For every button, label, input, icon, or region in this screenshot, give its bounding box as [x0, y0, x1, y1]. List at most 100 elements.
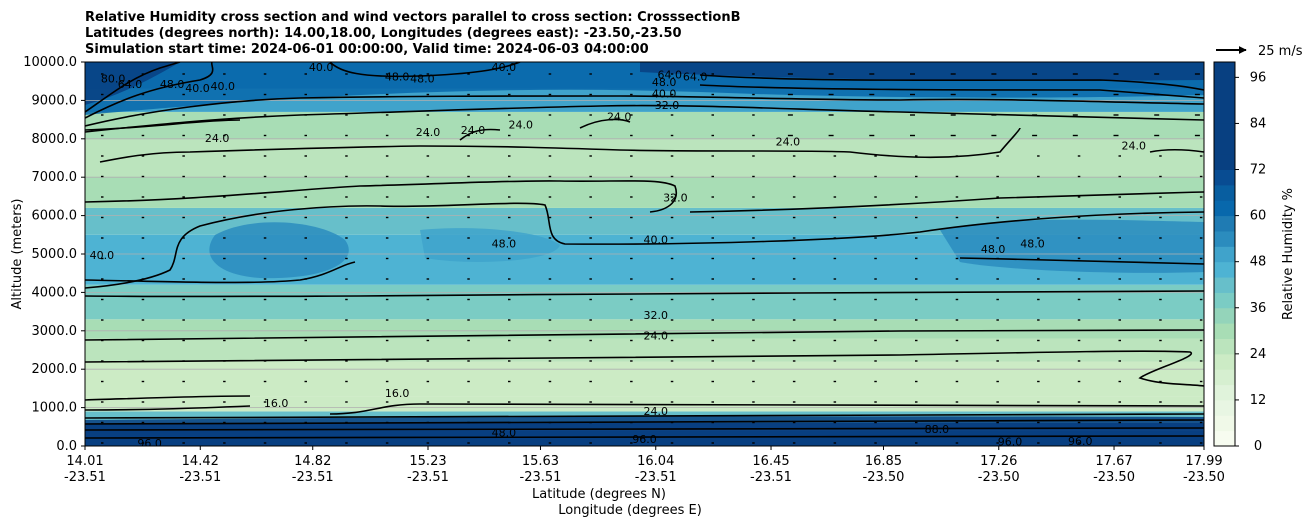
- contour-line-3: [85, 202, 1204, 289]
- contour-label-34: 96.0: [1068, 435, 1093, 448]
- colorbar-bin-20: [1214, 123, 1235, 140]
- colorbar-bin-16: [1214, 184, 1235, 201]
- contour-line-12: [85, 62, 214, 119]
- contour-line-20: [85, 395, 251, 401]
- y-tick-label-8: 8000.0: [32, 132, 78, 147]
- x-tick-label-lat-3: 15.23: [409, 454, 446, 469]
- contour-label-9: 24.0: [416, 126, 441, 139]
- contour-line-2: [85, 290, 1204, 298]
- y-tick-label-1: 1000.0: [32, 401, 78, 416]
- contour-line-6: [85, 180, 677, 213]
- colorbar-bin-2: [1214, 399, 1235, 416]
- contour-label-30: 16.0: [385, 387, 410, 400]
- contour-line-19: [579, 118, 631, 129]
- colorbar-bin-5: [1214, 353, 1235, 370]
- x-axis: 14.01-23.5114.42-23.5114.82-23.5115.23-2…: [64, 446, 1225, 485]
- contour-label-22: 40.0: [309, 61, 334, 74]
- contour-line-13: [329, 62, 521, 78]
- colorbar-bin-1: [1214, 415, 1235, 432]
- title-line-3: Simulation start time: 2024-06-01 00:00:…: [85, 42, 649, 57]
- contour-label-3: 48.0: [492, 237, 517, 250]
- humidity-band-11: [85, 138, 1204, 178]
- humidity-band-7: [85, 284, 1204, 320]
- y-axis-label: Altitude (meters): [10, 199, 25, 310]
- contour-label-27: 32.0: [655, 99, 680, 112]
- colorbar-bin-6: [1214, 338, 1235, 355]
- colorbar-bin-11: [1214, 261, 1235, 278]
- x-tick-label-lat-10: 17.99: [1185, 454, 1222, 469]
- contour-line-21: [85, 405, 251, 411]
- x-tick-label-lat-0: 14.01: [66, 454, 103, 469]
- humidity-band-4: [85, 361, 1204, 397]
- colorbar-bin-21: [1214, 108, 1235, 124]
- contour-label-0: 24.0: [643, 330, 668, 343]
- contour-line-16: [85, 62, 181, 113]
- contour-line-14: [699, 74, 1204, 91]
- colorbar-bin-0: [1214, 430, 1235, 447]
- colorbar-tick-label-6: 72: [1250, 163, 1267, 178]
- contour-label-1: 32.0: [643, 309, 668, 322]
- wind-vectors: [101, 73, 1203, 444]
- contour-label-35: 96.0: [632, 433, 657, 446]
- x-tick-label-lat-9: 17.67: [1095, 454, 1132, 469]
- contour-label-16: 40.0: [211, 80, 236, 93]
- colorbar-bin-14: [1214, 215, 1235, 232]
- contour-label-15: 40.0: [185, 82, 210, 95]
- contour-line-17: [85, 119, 241, 131]
- humidity-band-5: [85, 338, 1204, 362]
- colorbar-frame: [1213, 61, 1236, 447]
- plot-area: 24.032.040.048.0 48.0 48.040.032.024.0 24.0…: [85, 61, 1204, 450]
- x-tick-label-lat-7: 16.85: [865, 454, 902, 469]
- colorbar: 0 12 24 36 48 60 72 84 96: [1213, 61, 1267, 454]
- humidity-feature-5: [85, 62, 180, 105]
- colorbar-tick-label-0: 0: [1254, 439, 1262, 454]
- contour-label-2: 40.0: [643, 234, 668, 247]
- contour-labels: 24.032.040.048.0 48.0 48.040.032.024.0 24.0…: [90, 61, 1146, 450]
- y-tick-label-6: 6000.0: [32, 209, 78, 224]
- contour-label-32: 88.0: [925, 423, 950, 436]
- humidity-feature-2: [940, 219, 1204, 273]
- colorbar-bin-10: [1214, 277, 1235, 293]
- contour-label-10: 24.0: [461, 124, 486, 137]
- x-tick-label-lon-8: -23.50: [978, 470, 1020, 485]
- y-tick-label-2: 2000.0: [32, 362, 78, 377]
- chart-title: Relative Humidity cross section and wind…: [85, 10, 741, 57]
- colorbar-tick-label-3: 36: [1250, 301, 1267, 316]
- contour-label-17: 48.0: [160, 78, 185, 91]
- colorbar-label: Relative Humidity %: [1281, 188, 1296, 320]
- x-tick-label-lat-2: 14.82: [294, 454, 331, 469]
- x-axis-label-longitude: Longitude (degrees E): [558, 503, 702, 518]
- contour-line-22: [329, 403, 1204, 415]
- wind-key-label: 25 m/s: [1258, 44, 1303, 59]
- colorbar-bin-12: [1214, 246, 1235, 263]
- colorbar-bin-17: [1214, 169, 1235, 186]
- title-line-1: Relative Humidity cross section and wind…: [85, 10, 741, 25]
- wind-speed-key: 25 m/s: [1216, 44, 1303, 59]
- contour-label-14: 24.0: [1121, 139, 1146, 152]
- y-axis: 0.0 1000.0 2000.0 3000.0 4000.0 5000.0 6000.0 7…: [23, 55, 85, 454]
- contour-label-8: 24.0: [205, 132, 230, 145]
- colorbar-bin-8: [1214, 307, 1235, 324]
- contour-line-5: [959, 257, 1204, 265]
- y-tick-label-10: 10000.0: [23, 55, 77, 70]
- colorbar-bin-3: [1214, 384, 1235, 401]
- colorbar-tick-label-1: 12: [1250, 393, 1267, 408]
- humidity-feature-1: [420, 228, 560, 262]
- colorbar-bin-24: [1214, 62, 1235, 78]
- y-tick-label-4: 4000.0: [32, 285, 78, 300]
- colorbar-tick-label-5: 60: [1250, 209, 1267, 224]
- humidity-band-6: [85, 319, 1204, 339]
- x-tick-label-lat-4: 15.63: [522, 454, 559, 469]
- contour-label-36: 96.0: [137, 437, 162, 450]
- colorbar-bin-18: [1214, 154, 1235, 171]
- contour-label-24: 64.0: [658, 68, 683, 81]
- contour-label-13: 24.0: [776, 136, 801, 149]
- colorbar-bin-9: [1214, 292, 1235, 309]
- contour-line-8: [99, 127, 1021, 163]
- contour-line-10: [85, 104, 1204, 133]
- contour-label-37: 48.0: [492, 427, 517, 440]
- contour-label-4: 48.0: [981, 243, 1006, 256]
- x-tick-label-lat-8: 17.26: [980, 454, 1017, 469]
- colorbar-bin-23: [1214, 77, 1235, 94]
- contour-label-11: 24.0: [509, 118, 534, 131]
